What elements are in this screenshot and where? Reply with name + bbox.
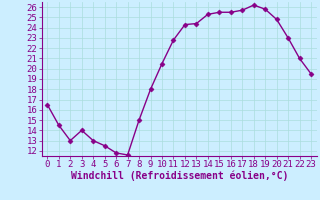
X-axis label: Windchill (Refroidissement éolien,°C): Windchill (Refroidissement éolien,°C) <box>70 171 288 181</box>
